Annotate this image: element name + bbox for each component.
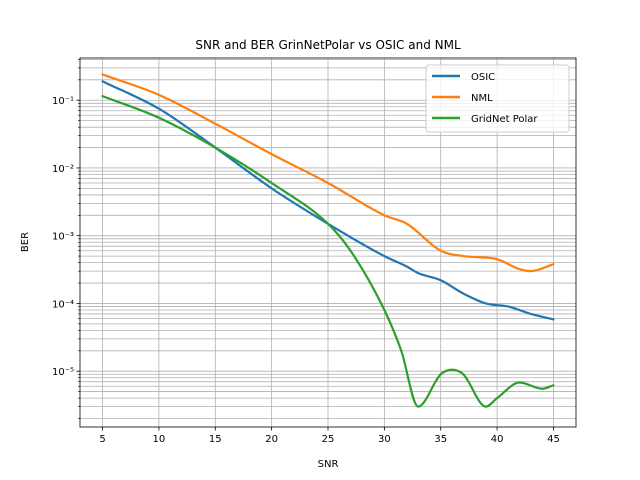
legend-label-gridnet-polar: GridNet Polar <box>471 114 538 125</box>
x-tick-label: 35 <box>434 434 447 445</box>
series-lines <box>101 73 555 408</box>
x-tick-label: 20 <box>265 434 278 445</box>
x-tick-label: 15 <box>209 434 222 445</box>
chart-title: SNR and BER GrinNetPolar vs OSIC and NML <box>195 38 461 52</box>
legend-label-osic: OSIC <box>471 72 495 83</box>
x-tick-label: 30 <box>378 434 391 445</box>
axis-ticks: 5 10 15 20 25 30 35 40 45 10⁻⁵ 10⁻⁴ 10⁻³ 10⁻² 10⁻¹ <box>52 59 560 445</box>
y-tick-label: 10⁻⁴ <box>52 299 74 310</box>
y-tick-label: 10⁻³ <box>52 232 74 243</box>
x-tick-label: 45 <box>547 434 560 445</box>
series-line-gridnet-polar <box>101 95 555 408</box>
y-axis-label: BER <box>20 232 31 252</box>
x-tick-label: 5 <box>99 434 105 445</box>
x-tick-label: 40 <box>491 434 504 445</box>
y-tick-label: 10⁻² <box>52 164 74 175</box>
x-tick-label: 25 <box>322 434 335 445</box>
legend: OSIC NML GridNet Polar <box>425 64 570 133</box>
x-axis-label: SNR <box>318 459 339 470</box>
legend-box <box>425 64 570 133</box>
x-tick-label: 10 <box>153 434 166 445</box>
y-tick-label: 10⁻¹ <box>52 96 74 107</box>
y-tick-label: 10⁻⁵ <box>52 367 74 378</box>
series-line-nml <box>101 73 555 273</box>
legend-label-nml: NML <box>471 93 493 104</box>
